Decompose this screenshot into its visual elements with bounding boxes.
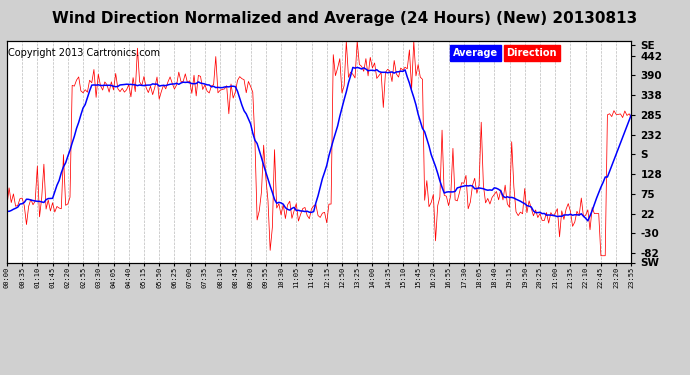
Text: Copyright 2013 Cartronics.com: Copyright 2013 Cartronics.com (8, 48, 160, 58)
Text: Average: Average (453, 48, 498, 58)
Text: Wind Direction Normalized and Average (24 Hours) (New) 20130813: Wind Direction Normalized and Average (2… (52, 11, 638, 26)
Text: Direction: Direction (506, 48, 557, 58)
